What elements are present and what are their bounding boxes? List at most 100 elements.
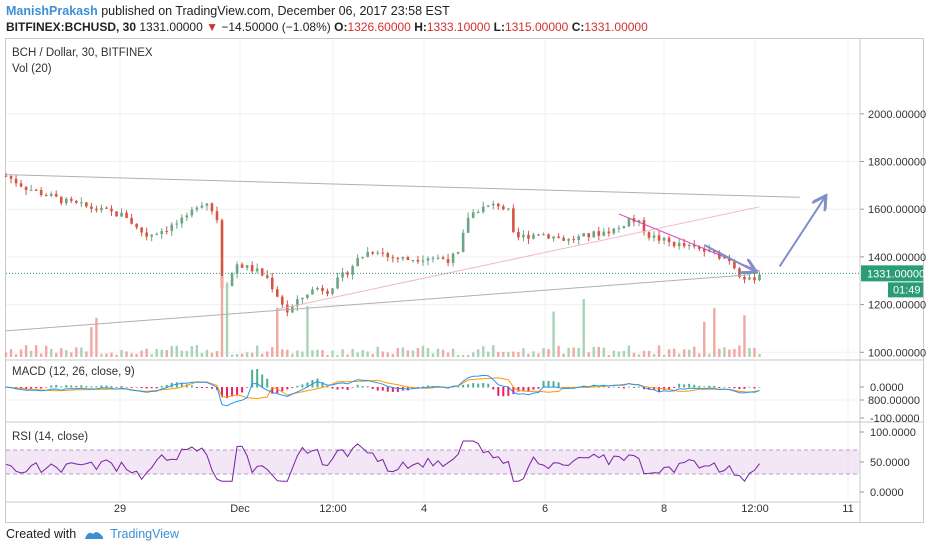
x-tick-label: 12:00: [319, 503, 347, 515]
candle-body: [245, 265, 249, 268]
macd-histogram-bar: [743, 387, 746, 389]
volume-bar: [215, 351, 219, 357]
volume-bar: [291, 353, 294, 357]
candle-body: [532, 234, 535, 239]
candle-body: [220, 220, 224, 288]
macd-histogram-bar: [487, 383, 490, 388]
macd-histogram-bar: [70, 385, 73, 388]
macd-histogram-bar: [180, 382, 183, 388]
tradingview-logo-icon: [85, 532, 104, 539]
candle-body: [195, 207, 199, 210]
candle-body: [687, 244, 691, 247]
macd-histogram-bar: [366, 386, 369, 388]
volume-bar: [39, 353, 43, 357]
candle-body: [612, 228, 616, 234]
volume-bar: [24, 345, 28, 357]
x-tick-label: 8: [661, 503, 667, 515]
candle-body: [642, 220, 646, 233]
macd-histogram-bar: [100, 385, 103, 388]
macd-histogram-bar: [612, 386, 615, 388]
low-label: L:: [493, 20, 505, 34]
volume-bar: [190, 346, 194, 357]
candle-body: [366, 251, 369, 257]
candle-body: [260, 268, 264, 276]
candle-body: [270, 277, 274, 290]
volume-bar: [311, 350, 314, 357]
candle-body: [14, 178, 18, 184]
macd-histogram-bar: [90, 386, 93, 388]
projection-arrow: [778, 197, 825, 267]
candle-body: [607, 231, 611, 234]
candle-body: [336, 277, 339, 289]
volume-bar: [396, 348, 400, 357]
candle-body: [697, 246, 701, 249]
volume-bar: [55, 352, 58, 357]
candle-body: [702, 248, 706, 252]
low-value: 1315.00000: [504, 20, 569, 34]
candle-body: [311, 289, 314, 295]
candle-body: [451, 253, 455, 263]
volume-bar: [698, 353, 701, 357]
macd-histogram-bar: [507, 387, 510, 396]
volume-bar: [175, 345, 178, 357]
candle-body: [376, 252, 380, 254]
candle-body: [250, 265, 254, 272]
macd-histogram-bar: [673, 387, 676, 389]
macd-histogram-bar: [140, 387, 143, 389]
macd-histogram-bar: [351, 387, 354, 388]
macd-histogram-bar: [627, 386, 630, 388]
candle-body: [512, 208, 515, 232]
macd-histogram-bar: [336, 387, 339, 390]
author-link[interactable]: ManishPrakash: [6, 4, 98, 18]
candle-body: [486, 205, 490, 207]
candle-body: [326, 291, 329, 294]
volume-bar: [421, 345, 425, 357]
volume-bar: [567, 347, 570, 357]
macd-histogram-bar: [85, 386, 88, 388]
volume-bar: [728, 349, 731, 357]
candle-body: [542, 234, 545, 236]
macd-histogram-bar: [45, 387, 48, 388]
macd-label: MACD (12, 26, close, 9): [12, 366, 135, 378]
macd-histogram-bar: [205, 387, 208, 388]
rsi-label: RSI (14, close): [12, 431, 88, 443]
volume-bar: [557, 345, 560, 357]
volume-bar: [100, 353, 103, 357]
chart-frame: [5, 38, 924, 523]
candle-body: [170, 224, 174, 231]
volume-bar: [130, 353, 133, 357]
x-tick-label: 29: [114, 503, 126, 515]
candle-body: [446, 259, 450, 263]
volume-bar: [225, 282, 229, 357]
volume-bar: [235, 353, 239, 357]
volume-bar: [446, 352, 450, 357]
volume-bar: [522, 348, 525, 357]
high-value: 1333.10000: [426, 20, 491, 34]
candle-body: [165, 230, 169, 232]
candle-body: [592, 231, 596, 238]
trendline: [277, 206, 760, 310]
volume-bar: [466, 354, 470, 357]
candle-body: [286, 304, 289, 313]
candle-body: [135, 223, 138, 228]
volume-bar: [29, 350, 33, 357]
volume-bar: [34, 345, 38, 357]
candle-body: [537, 234, 540, 236]
candle-body: [547, 234, 550, 239]
macd-histogram-bar: [622, 387, 625, 389]
macd-histogram-bar: [502, 387, 505, 397]
candle-body: [411, 259, 415, 261]
macd-histogram-bar: [185, 384, 188, 388]
candle-body: [476, 212, 480, 214]
macd-histogram-bar: [492, 387, 495, 390]
volume-bar: [160, 349, 163, 357]
tradingview-brand[interactable]: TradingView: [110, 527, 179, 541]
volume-bar: [587, 352, 590, 357]
macd-histogram-bar: [753, 387, 756, 389]
candle-body: [371, 251, 375, 254]
macd-histogram-bar: [20, 387, 23, 389]
candle-body: [356, 257, 359, 267]
volume-bar: [612, 350, 616, 357]
candle-body: [456, 252, 460, 254]
